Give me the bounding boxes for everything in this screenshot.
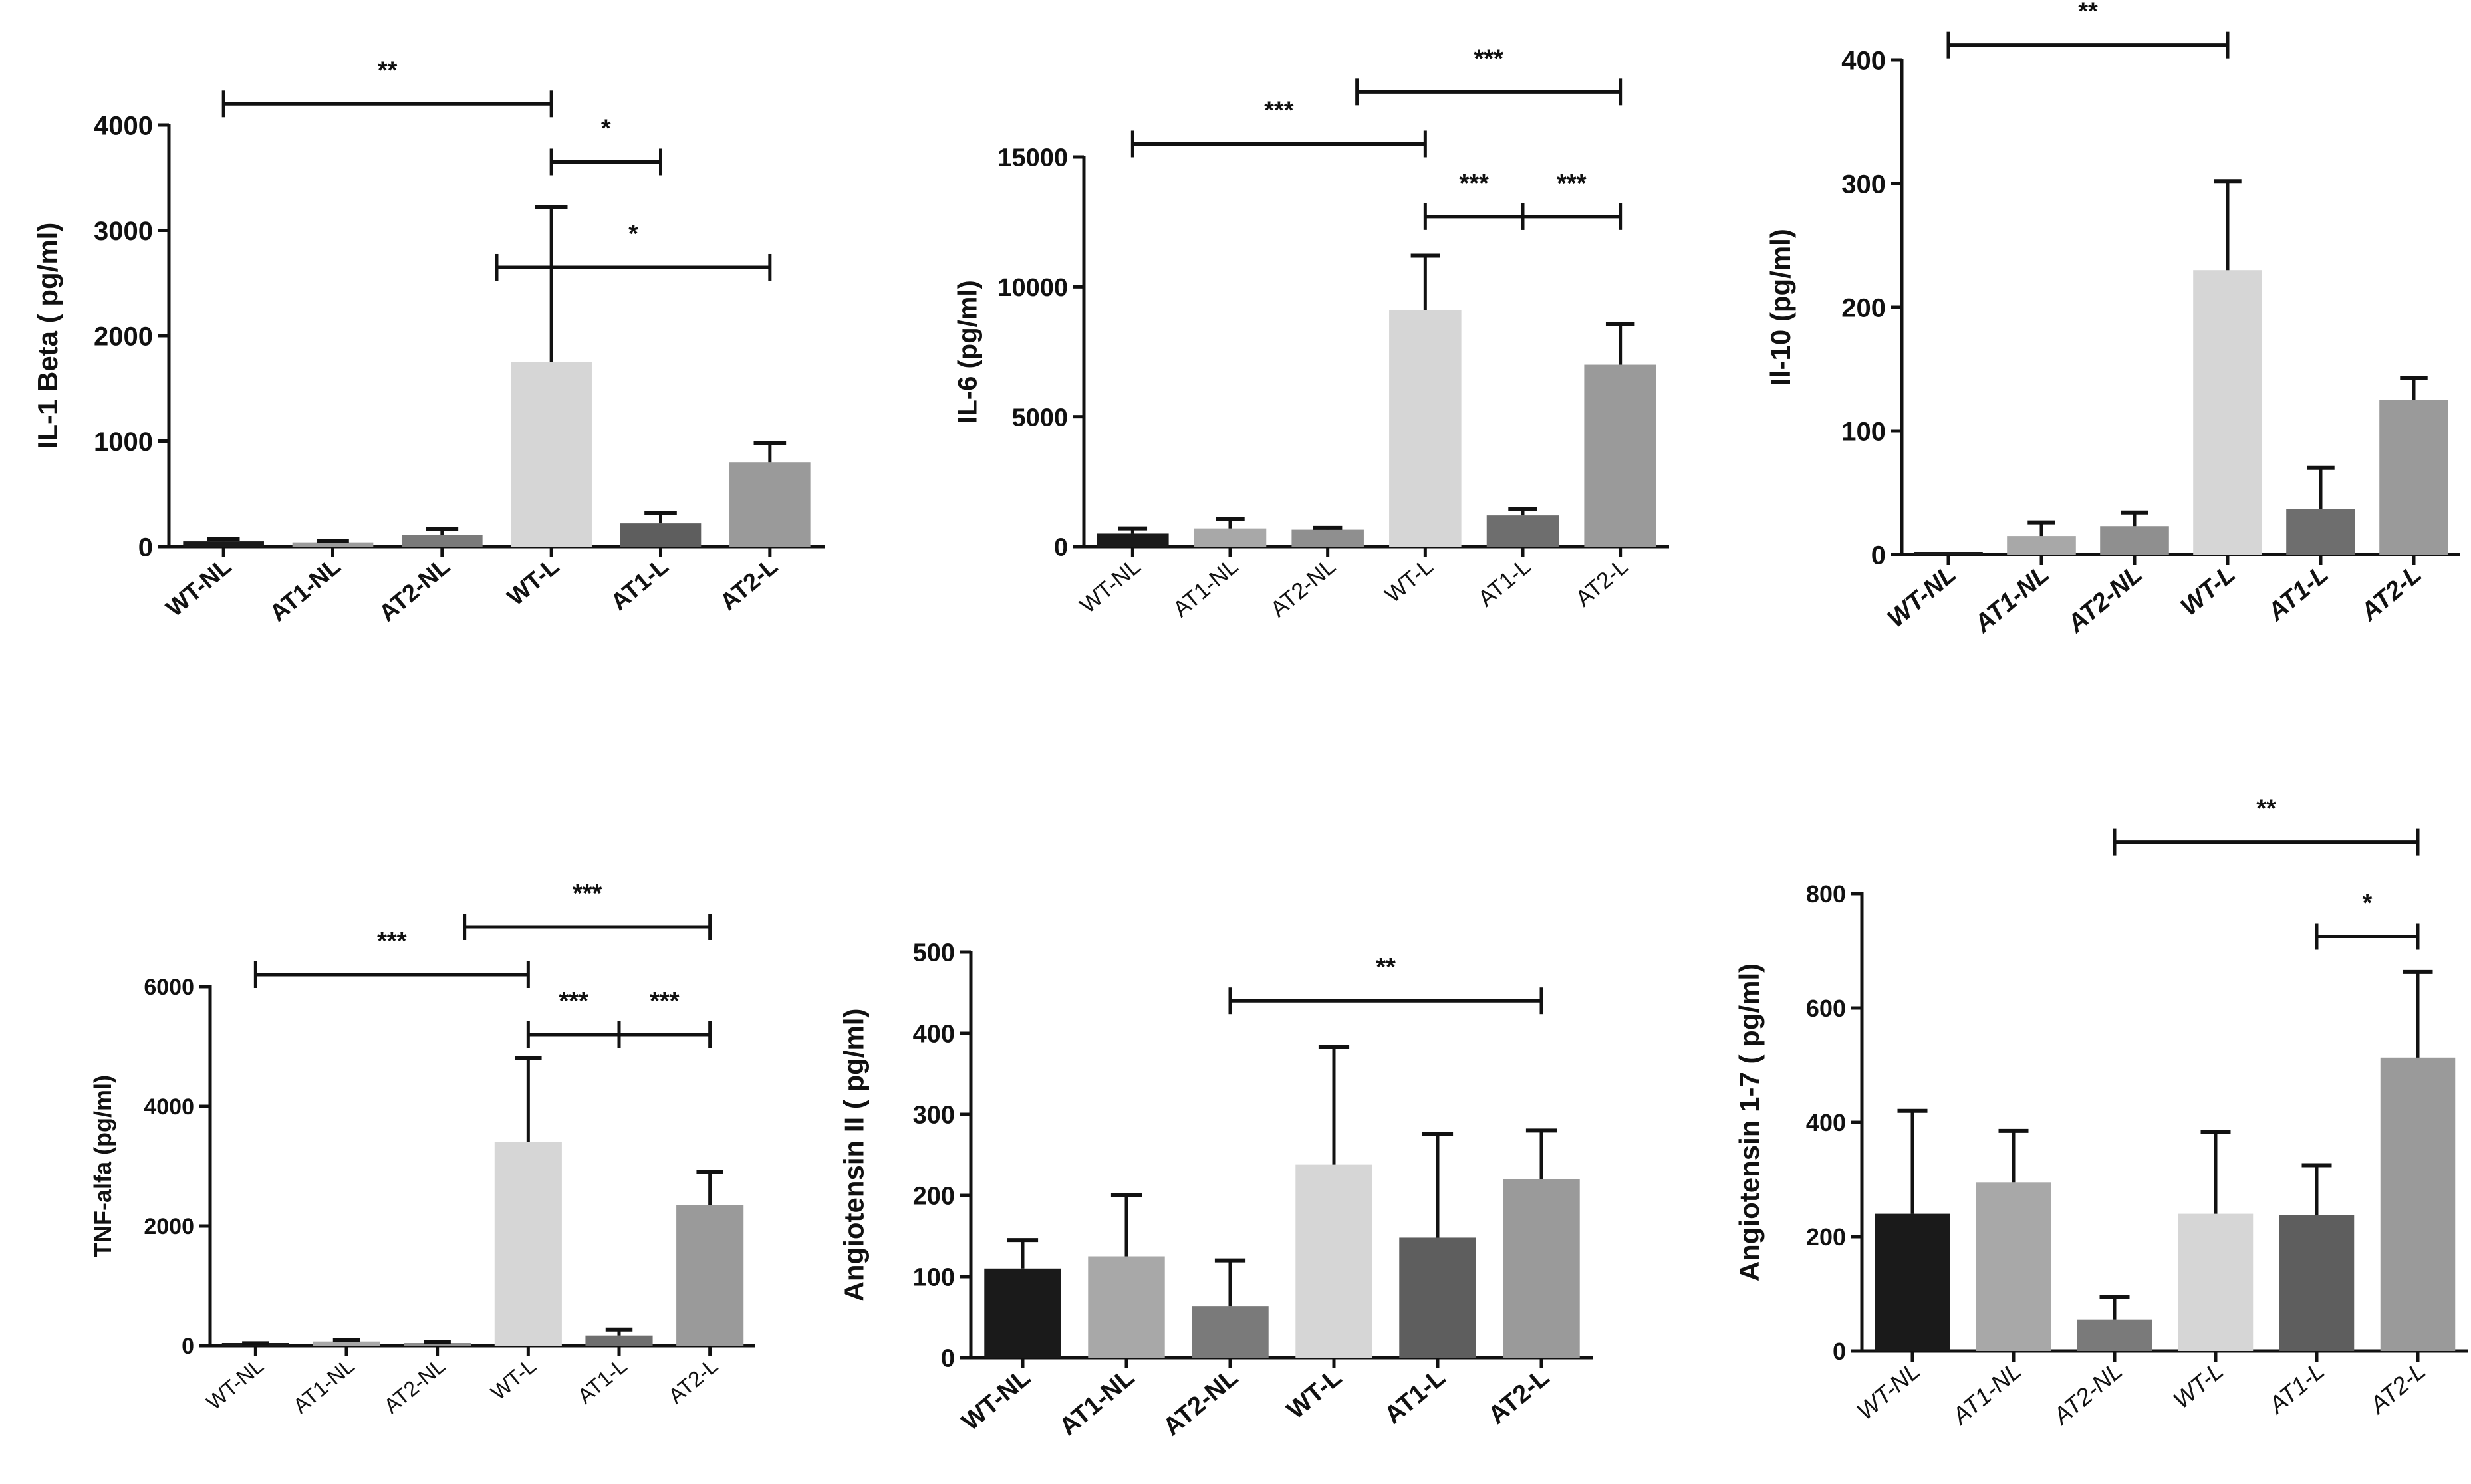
significance-label: * — [628, 220, 638, 248]
bar-at2-nl — [1192, 1306, 1269, 1358]
y-tick-label: 4000 — [144, 1094, 194, 1120]
y-tick-label: 15000 — [997, 144, 1068, 172]
significance-label: ** — [2078, 0, 2098, 26]
y-axis-title: Angiotensin II ( pg/ml) — [838, 1009, 869, 1302]
bar-at1-nl — [1194, 528, 1267, 547]
bar-at2-l — [2380, 1057, 2456, 1351]
y-tick-label: 400 — [1841, 46, 1886, 75]
significance-label: *** — [1557, 170, 1587, 197]
bar-wt-l — [2193, 270, 2262, 555]
y-tick-label: 1000 — [94, 428, 153, 457]
bar-wt-l — [494, 1142, 562, 1346]
y-tick-label: 0 — [182, 1334, 194, 1359]
bar-wt-l — [511, 362, 592, 547]
bar-wt-nl — [1875, 1213, 1950, 1351]
y-tick-label: 10000 — [997, 274, 1068, 302]
y-tick-label: 200 — [1806, 1223, 1846, 1251]
significance-label: *** — [1474, 45, 1503, 72]
bar-at1-l — [2279, 1215, 2355, 1351]
y-tick-label: 0 — [138, 533, 153, 562]
y-tick-label: 0 — [941, 1345, 955, 1373]
bar-at2-l — [676, 1205, 744, 1346]
bar-at1-l — [585, 1335, 653, 1346]
y-tick-label: 800 — [1806, 880, 1846, 908]
y-tick-label: 100 — [1841, 417, 1886, 446]
significance-label: *** — [559, 987, 588, 1015]
y-tick-label: 100 — [913, 1264, 955, 1292]
bar-wt-nl — [984, 1268, 1061, 1358]
y-tick-label: 600 — [1806, 995, 1846, 1022]
bar-at2-nl — [2077, 1319, 2152, 1351]
bar-wt-l — [1389, 310, 1462, 547]
y-axis-title: IL-6 (pg/ml) — [953, 280, 982, 424]
bar-at1-l — [2286, 509, 2355, 555]
y-tick-label: 6000 — [144, 975, 194, 1000]
significance-label: *** — [377, 928, 407, 955]
y-tick-label: 2000 — [144, 1214, 194, 1239]
bar-at2-l — [1584, 364, 1656, 547]
bar-at1-l — [1399, 1237, 1476, 1358]
significance-label: *** — [1264, 96, 1294, 124]
significance-label: *** — [650, 987, 680, 1015]
bar-wt-l — [1295, 1164, 1372, 1358]
significance-label: ** — [1376, 953, 1396, 981]
y-axis-title: TNF-alfa (pg/ml) — [89, 1075, 116, 1257]
y-axis-title: Angiotensin 1-7 ( pg/ml) — [1734, 963, 1765, 1281]
bar-at1-l — [1486, 515, 1559, 547]
y-axis-title: IL-1 Beta ( pg/ml) — [32, 223, 63, 449]
significance-label: * — [2363, 890, 2373, 918]
y-tick-label: 200 — [913, 1183, 955, 1211]
y-tick-label: 5000 — [1011, 404, 1068, 432]
bar-at2-nl — [402, 535, 483, 547]
significance-label: ** — [378, 57, 398, 84]
bar-at2-l — [729, 462, 811, 547]
y-tick-label: 0 — [1833, 1338, 1846, 1365]
y-tick-label: 300 — [1841, 170, 1886, 199]
y-tick-label: 4000 — [94, 111, 153, 140]
bar-at1-nl — [313, 1341, 380, 1346]
significance-label: *** — [1459, 170, 1489, 197]
bar-at1-nl — [292, 542, 374, 547]
y-tick-label: 0 — [1871, 541, 1886, 570]
bar-at1-nl — [1976, 1182, 2051, 1351]
y-axis-title: Il-10 (pg/ml) — [1765, 229, 1796, 386]
significance-label: * — [601, 114, 611, 142]
y-tick-label: 500 — [913, 939, 955, 967]
bar-at1-nl — [1088, 1256, 1165, 1358]
bar-wt-l — [2178, 1213, 2254, 1351]
bar-wt-nl — [183, 541, 264, 547]
bar-at2-l — [1503, 1179, 1580, 1358]
y-tick-label: 3000 — [94, 217, 153, 246]
bar-at1-l — [620, 523, 702, 547]
significance-label: ** — [2256, 795, 2276, 823]
y-tick-label: 0 — [1054, 534, 1068, 562]
bar-wt-nl — [1914, 552, 1983, 555]
y-tick-label: 300 — [913, 1102, 955, 1130]
y-tick-label: 400 — [913, 1021, 955, 1049]
bar-at2-l — [2379, 400, 2448, 555]
y-tick-label: 200 — [1841, 293, 1886, 322]
bar-at1-nl — [2007, 536, 2076, 555]
y-tick-label: 2000 — [94, 322, 153, 351]
bar-at2-nl — [2100, 526, 2169, 555]
bar-at2-nl — [1291, 529, 1364, 547]
bar-wt-nl — [1097, 533, 1169, 547]
y-tick-label: 400 — [1806, 1109, 1846, 1136]
significance-label: *** — [573, 880, 602, 908]
